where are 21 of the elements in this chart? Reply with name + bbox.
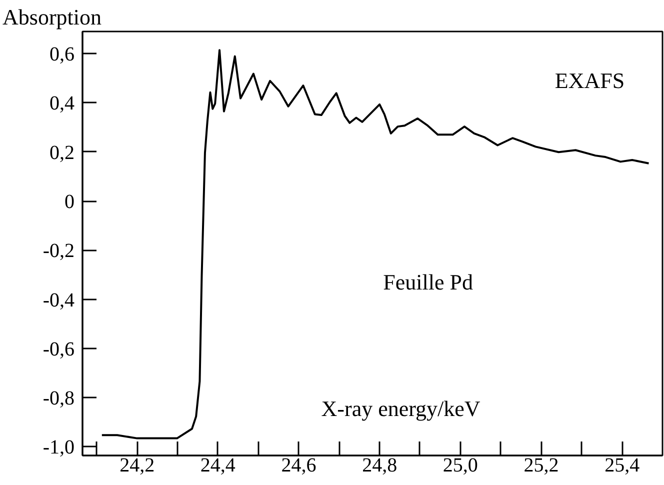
x-axis-title: X-ray energy/keV (321, 396, 480, 422)
y-tick-label: -1,0 (42, 436, 75, 459)
y-tick-label: -0,6 (42, 338, 75, 360)
x-tick-label: 24,2 (120, 454, 155, 476)
x-tick-label: 25,0 (442, 454, 478, 476)
y-axis-title: Absorption (2, 4, 102, 30)
y-tick-label: -0,2 (42, 240, 75, 262)
x-tick-label: 24,8 (362, 454, 398, 476)
y-tick-label: 0,2 (50, 142, 74, 164)
x-tick-label: 25,4 (604, 454, 640, 476)
annotation: Feuille Pd (383, 269, 473, 294)
x-tick-label: 25,2 (524, 454, 559, 476)
x-tick-label: 24,4 (200, 454, 236, 476)
x-tick-label: 24,6 (281, 454, 316, 476)
y-tick-label: 0,6 (50, 44, 74, 66)
y-tick-label: 0,4 (50, 92, 74, 115)
y-tick-label: -0,4 (42, 289, 75, 312)
line-series (100, 49, 650, 440)
annotation: EXAFS (554, 68, 625, 93)
y-tick-label: -0,8 (42, 388, 75, 410)
y-tick-label: 0 (64, 191, 74, 213)
